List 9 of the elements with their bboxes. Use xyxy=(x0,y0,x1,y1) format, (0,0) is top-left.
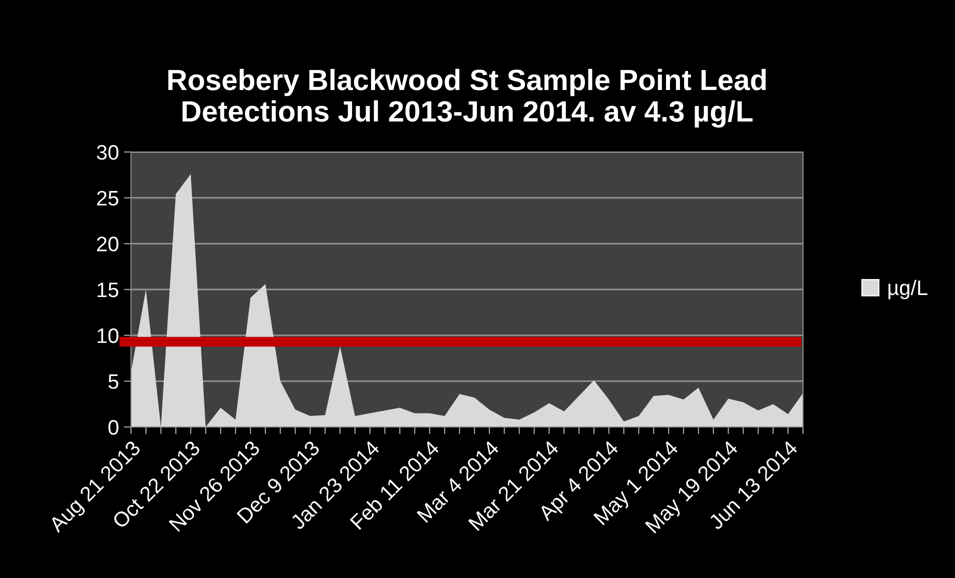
chart-title: Rosebery Blackwood St Sample Point Lead Detections Jul 2013-Jun 2014. av 4.3 µg/L xyxy=(168,68,766,128)
y-tick-label: 15 xyxy=(98,282,118,298)
y-tick-label: 0 xyxy=(108,420,118,435)
y-tick-label: 25 xyxy=(97,190,118,206)
y-tick-label: 10 xyxy=(98,328,118,344)
y-tick-label: 30 xyxy=(96,145,118,160)
y-tick-label: 5 xyxy=(108,374,118,389)
legend-label: µg/L xyxy=(888,280,928,300)
y-tick-label: 20 xyxy=(97,236,118,252)
